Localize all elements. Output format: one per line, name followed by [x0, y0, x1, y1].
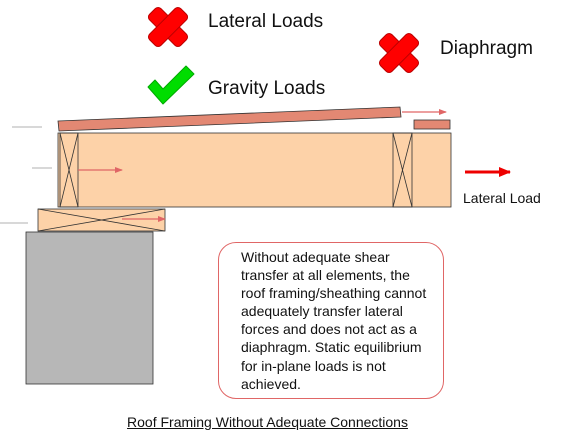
lateral-load-label: Lateral Load: [463, 190, 541, 206]
gravity-loads-label: Gravity Loads: [208, 78, 326, 99]
diaphragm-label: Diaphragm: [440, 38, 533, 59]
explanation-note: Without adequate shear transfer at all e…: [218, 242, 444, 399]
diaphragm-x-icon: [378, 32, 420, 74]
lateral-loads-label: Lateral Loads: [208, 11, 324, 32]
wall: [25, 231, 154, 385]
right-blocking: [392, 132, 413, 208]
lateral-loads-x-icon: [147, 6, 189, 48]
caption-text: Roof Framing Without Adequate Connection…: [127, 414, 408, 430]
roof-sheathing-panel: [57, 106, 402, 132]
explanation-text: Without adequate shear transfer at all e…: [241, 249, 427, 392]
reference-ticks: [0, 126, 52, 224]
figure-caption: Roof Framing Without Adequate Connection…: [0, 414, 575, 430]
top-plate-cross: [37, 208, 166, 232]
gravity-loads-check-icon: [147, 65, 195, 105]
roof-framing-member: [57, 132, 452, 208]
sheathing-piece: [413, 119, 451, 130]
